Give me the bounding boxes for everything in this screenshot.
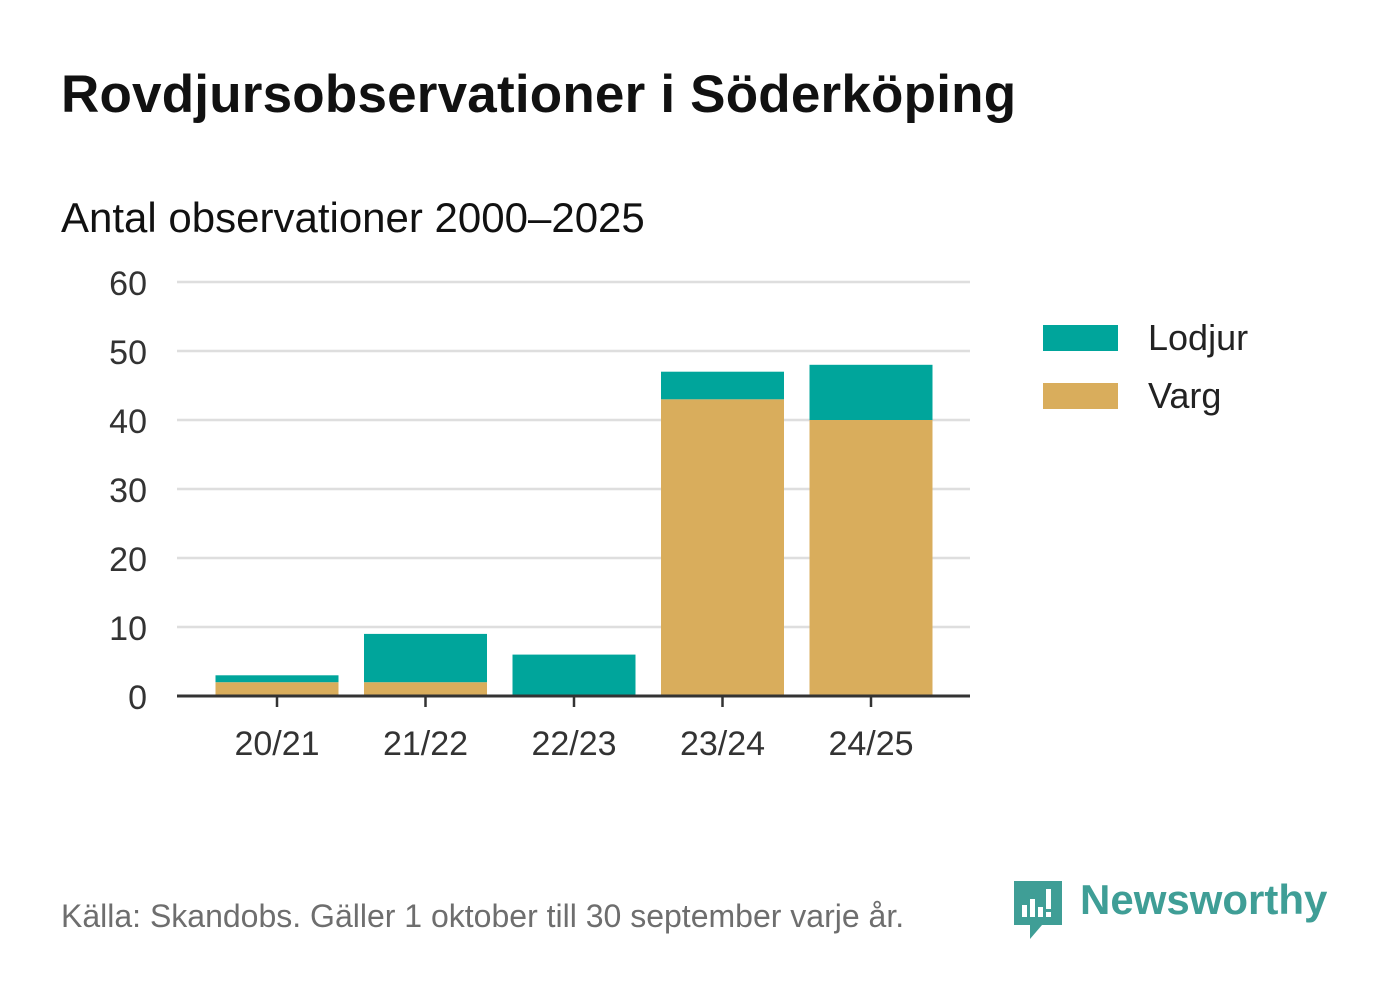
bar-lodjur-23-24 [661, 371, 784, 400]
y-tick-label-60: 60 [109, 265, 147, 303]
y-tick-label-40: 40 [109, 403, 147, 441]
bars [215, 364, 933, 696]
x-tick-label-22-23: 22/23 [531, 725, 616, 763]
bar-varg-20-21 [215, 682, 339, 696]
y-tick-label-50: 50 [109, 334, 147, 372]
legend-label-lodjur: Lodjur [1148, 317, 1249, 358]
source-note: Källa: Skandobs. Gäller 1 oktober till 3… [61, 898, 905, 934]
axes: 0 10 20 30 40 50 60 20/21 21/22 22/23 23/24 24/25 [109, 265, 970, 763]
chart-title: Rovdjursobservationer i Söderköping [61, 65, 1017, 124]
legend-swatch-varg [1043, 383, 1118, 409]
bar-lodjur-21-22 [364, 633, 487, 683]
bar-varg-21-22 [364, 682, 487, 696]
y-tick-label-0: 0 [128, 679, 147, 717]
x-tick-label-20-21: 20/21 [234, 725, 319, 763]
bar-lodjur-24-25 [809, 364, 933, 420]
newsworthy-logo-icon [1014, 881, 1062, 939]
bar-lodjur-22-23 [512, 654, 636, 696]
chart-subtitle: Antal observationer 2000–2025 [61, 194, 645, 241]
y-tick-label-10: 10 [109, 610, 147, 648]
x-tick-label-24-25: 24/25 [828, 725, 913, 763]
brand-name: Newsworthy [1080, 876, 1328, 923]
bar-varg-23-24 [661, 399, 784, 696]
bar-varg-24-25 [809, 420, 933, 696]
y-tick-label-20: 20 [109, 541, 147, 579]
legend-swatch-lodjur [1043, 325, 1118, 351]
x-tick-label-23-24: 23/24 [680, 725, 765, 763]
x-tick-label-21-22: 21/22 [383, 725, 468, 763]
y-tick-label-30: 30 [109, 472, 147, 510]
legend-label-varg: Varg [1148, 375, 1222, 416]
bar-lodjur-20-21 [215, 675, 339, 683]
